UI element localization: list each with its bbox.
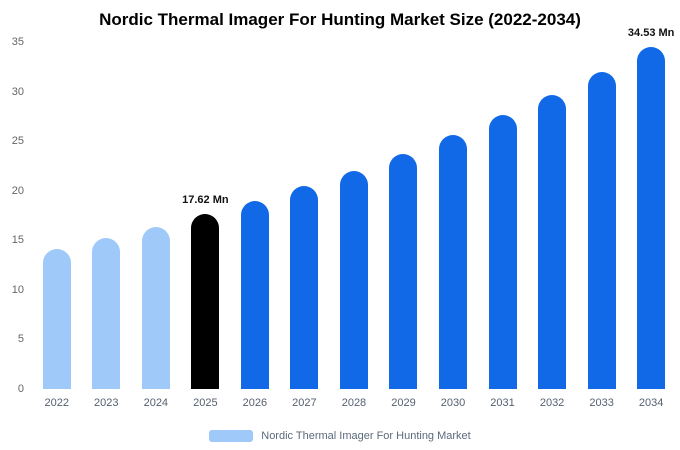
legend: Nordic Thermal Imager For Hunting Market [0, 430, 680, 442]
bar-2025[interactable] [191, 214, 220, 389]
x-tick-label: 2032 [539, 397, 565, 409]
bar-2024[interactable] [141, 227, 170, 389]
bar-column [82, 42, 132, 389]
bar-column: 17.62 Mn [181, 42, 231, 389]
data-label: 34.53 Mn [627, 26, 675, 39]
bar-2027[interactable] [290, 185, 319, 389]
x-axis: 2022 2023 2024 2025 2026 2027 2028 2029 2030 2031… [32, 397, 676, 409]
y-tick-label: 30 [11, 85, 24, 98]
x-tick-label: 2031 [490, 397, 515, 409]
x-tick-label: 2029 [391, 397, 416, 409]
y-tick-label: 10 [11, 283, 24, 296]
bar-2023[interactable] [92, 238, 121, 389]
bar-column [428, 42, 478, 389]
y-tick-label: 0 [17, 383, 24, 395]
bar-2032[interactable] [538, 94, 567, 389]
x-tick-label: 2030 [440, 397, 466, 409]
x-tick-label: 2034 [638, 397, 664, 409]
y-tick-label: 20 [11, 184, 24, 197]
x-tick-label: 2033 [589, 397, 614, 409]
bar-2030[interactable] [439, 135, 468, 389]
bar-column [230, 42, 280, 389]
x-tick-label: 2023 [94, 397, 119, 409]
bar-2034[interactable] [637, 46, 666, 389]
x-tick-label: 2026 [242, 397, 268, 409]
legend-swatch-icon [209, 430, 254, 442]
bar-column: 34.53 Mn [626, 27, 676, 389]
x-tick-label: 2024 [143, 397, 169, 409]
bar-column [577, 42, 627, 389]
bar-column [478, 42, 528, 389]
bar-2028[interactable] [339, 170, 368, 389]
bar-column [379, 42, 429, 389]
y-tick-label: 5 [17, 333, 24, 346]
x-tick-label: 2025 [193, 397, 218, 409]
legend-label: Nordic Thermal Imager For Hunting Market [261, 430, 471, 442]
y-tick-label: 15 [11, 234, 24, 247]
data-label: 17.62 Mn [182, 194, 229, 207]
bar-column [329, 42, 379, 389]
bar-2022[interactable] [42, 249, 71, 389]
bar-2033[interactable] [587, 71, 616, 389]
plot-area: 17.62 Mn 34.53 Mn [32, 27, 676, 389]
bar-column [527, 42, 577, 389]
bar-2031[interactable] [488, 115, 517, 389]
x-tick-label: 2027 [292, 397, 317, 409]
bar-column [131, 42, 181, 389]
x-tick-label: 2028 [341, 397, 367, 409]
bar-2029[interactable] [389, 154, 418, 389]
y-axis: 0 5 10 15 20 25 30 35 [0, 36, 26, 395]
bar-2026[interactable] [240, 200, 269, 389]
bar-column [32, 42, 82, 389]
chart-title: Nordic Thermal Imager For Hunting Market… [99, 10, 581, 29]
y-tick-label: 25 [11, 135, 24, 148]
bar-column [280, 42, 330, 389]
y-tick-label: 35 [11, 36, 24, 48]
x-tick-label: 2022 [44, 397, 69, 409]
